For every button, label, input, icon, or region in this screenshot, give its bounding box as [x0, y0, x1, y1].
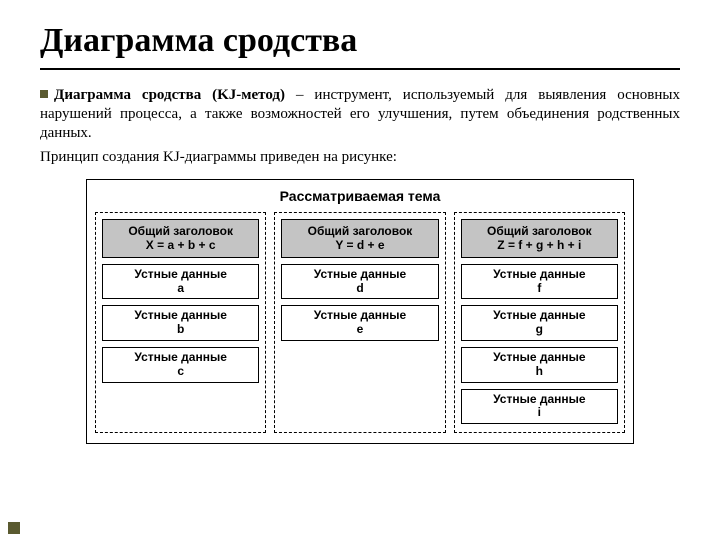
paragraph-1: Диаграмма сродства (KJ-метод) – инструме… — [40, 86, 680, 142]
data-box: Устные данныеg — [461, 305, 618, 341]
paragraph-1-lead: Диаграмма сродства (KJ-метод) — [54, 87, 285, 103]
data-box: Устные данныеf — [461, 264, 618, 300]
slide-title: Диаграмма сродства — [40, 22, 680, 60]
group-header-box: Общий заголовокZ = f + g + h + i — [461, 219, 618, 258]
diagram-groups-row: Общий заголовокX = a + b + c Устные данны… — [95, 212, 625, 433]
paragraph-2: Принцип создания KJ-диаграммы приведен н… — [40, 148, 680, 167]
group-header-box: Общий заголовокX = a + b + c — [102, 219, 259, 258]
group-header-box: Общий заголовокY = d + e — [281, 219, 438, 258]
title-underline — [40, 68, 680, 70]
diagram-group: Общий заголовокZ = f + g + h + i Устные д… — [454, 212, 625, 433]
diagram-group: Общий заголовокY = d + e Устные данныеd Ус… — [274, 212, 445, 433]
data-box: Устные данныеc — [102, 347, 259, 383]
data-box: Устные данныеi — [461, 389, 618, 425]
diagram-container: Рассматриваемая тема Общий заголовокX = … — [86, 179, 634, 444]
diagram-topic-title: Рассматриваемая тема — [95, 188, 625, 204]
data-box: Устные данныеh — [461, 347, 618, 383]
data-box: Устные данныеe — [281, 305, 438, 341]
data-box: Устные данныеa — [102, 264, 259, 300]
bullet-icon — [40, 90, 48, 98]
diagram-group: Общий заголовокX = a + b + c Устные данны… — [95, 212, 266, 433]
data-box: Устные данныеd — [281, 264, 438, 300]
diagram-outer-box: Рассматриваемая тема Общий заголовокX = … — [86, 179, 634, 444]
data-box: Устные данныеb — [102, 305, 259, 341]
footer-square-icon — [8, 522, 20, 534]
